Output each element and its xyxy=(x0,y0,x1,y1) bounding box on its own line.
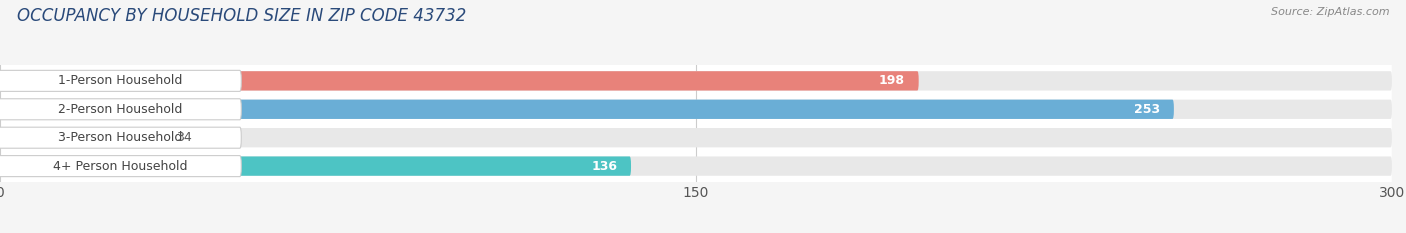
FancyBboxPatch shape xyxy=(0,127,242,148)
Text: 4+ Person Household: 4+ Person Household xyxy=(53,160,188,173)
FancyBboxPatch shape xyxy=(0,99,242,120)
FancyBboxPatch shape xyxy=(0,128,1392,147)
Text: 198: 198 xyxy=(879,74,905,87)
Text: 2-Person Household: 2-Person Household xyxy=(59,103,183,116)
Text: Source: ZipAtlas.com: Source: ZipAtlas.com xyxy=(1271,7,1389,17)
FancyBboxPatch shape xyxy=(0,156,631,176)
Text: OCCUPANCY BY HOUSEHOLD SIZE IN ZIP CODE 43732: OCCUPANCY BY HOUSEHOLD SIZE IN ZIP CODE … xyxy=(17,7,467,25)
FancyBboxPatch shape xyxy=(0,71,1392,91)
Text: 1-Person Household: 1-Person Household xyxy=(59,74,183,87)
Text: 253: 253 xyxy=(1133,103,1160,116)
FancyBboxPatch shape xyxy=(0,156,242,177)
FancyBboxPatch shape xyxy=(0,71,918,91)
FancyBboxPatch shape xyxy=(0,70,242,91)
Text: 3-Person Household: 3-Person Household xyxy=(59,131,183,144)
Text: 136: 136 xyxy=(591,160,617,173)
FancyBboxPatch shape xyxy=(0,100,1392,119)
FancyBboxPatch shape xyxy=(0,156,1392,176)
FancyBboxPatch shape xyxy=(0,100,1174,119)
Text: 34: 34 xyxy=(176,131,193,144)
FancyBboxPatch shape xyxy=(0,128,157,147)
